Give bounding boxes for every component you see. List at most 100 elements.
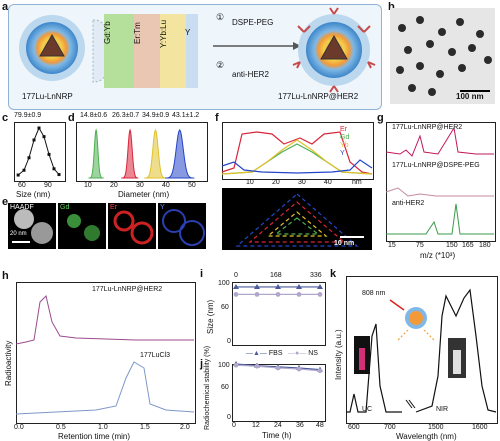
spectrum-dspe (385, 187, 494, 197)
stability-point-ns (317, 368, 323, 374)
panel-label-h: h (2, 270, 9, 282)
size-point-ns (233, 292, 239, 297)
chart-h-xtick: 0.0 (14, 424, 24, 431)
chart-d-xtick: 50 (188, 182, 196, 189)
chart-d-xlabel: Diameter (nm) (118, 190, 170, 199)
chart-j-xtick: 0 (232, 422, 236, 429)
chart-j-xtick: 12 (252, 422, 260, 429)
panel-label-j: j (200, 358, 204, 370)
eds-tile-er: Er (108, 203, 156, 249)
step-one-number: ① (216, 12, 225, 22)
legend-f-yb: Yb (340, 142, 349, 149)
stability-point-ns (254, 363, 260, 369)
region-label-uc: UC (362, 406, 373, 413)
chart-f-xtick: 30 (298, 179, 306, 186)
chart-d-annotation: 43.1±1.2 (172, 112, 200, 119)
chart-h-chromatogram (15, 295, 195, 415)
chart-f-xtick: 20 (272, 179, 280, 186)
radio-trace-lucl3 (15, 361, 195, 415)
chart-c-annotation: 79.9±0.9 (14, 112, 42, 119)
chart-j-xtick: 48 (316, 422, 324, 429)
chart-k-xtick: 600 (348, 424, 360, 431)
scalebar-e (12, 241, 30, 243)
diameter-peak-2 (144, 128, 166, 179)
chart-i-ylabel: Size (nm) (206, 299, 215, 334)
size-point-ns (254, 292, 260, 297)
chart-d-xtick: 40 (162, 182, 170, 189)
spectrum-antiher2 (386, 203, 494, 235)
size-point-fbs (233, 283, 239, 289)
scalebar-e-label: 20 nm (10, 231, 27, 237)
legend-i-ns: ―●― NS (288, 350, 318, 357)
nanoparticle-right (292, 7, 376, 93)
shell-layer-section (92, 14, 198, 88)
panel-label-b: b (388, 1, 395, 13)
stem-image-f: 10 nm (222, 188, 372, 250)
laser-label: 808 nm (362, 290, 386, 297)
shell-label-yybl: Y:Yb:Lu (159, 19, 168, 48)
chart-g-xtick: 180 (479, 242, 491, 249)
profile-er (221, 131, 373, 175)
legend-f-gd: Gd (340, 134, 350, 141)
chart-g-xlabel: m/z (*10³) (420, 251, 456, 260)
stability-point-ns (233, 362, 239, 368)
chart-h-trace-label: 177LuCl3 (140, 352, 170, 359)
scalebar-f-label: 10 nm (334, 240, 355, 247)
size-curve-point (42, 135, 46, 139)
chart-j-ytick: 0 (227, 414, 231, 421)
size-curve-point (57, 173, 61, 177)
chart-k-xlabel: Wavelength (nm) (396, 432, 457, 441)
chart-d-xtick: 30 (136, 182, 144, 189)
chart-h-trace-label: 177Lu-LnNRP@HER2 (92, 286, 163, 293)
tile-label-er: Er (110, 204, 117, 211)
chart-k-xtick: 1500 (428, 424, 444, 431)
chart-c-xtick: 60 (18, 182, 26, 189)
chart-c-xtick: 90 (44, 182, 52, 189)
stability-point-ns (275, 365, 281, 371)
chart-f-lineprofile (221, 131, 373, 175)
diameter-peak-0 (88, 128, 104, 179)
diameter-peak-1 (121, 128, 139, 179)
chart-f-xtick: 40 (324, 179, 332, 186)
chart-h-ylabel: Radioactivity (4, 340, 13, 386)
chart-j-ylabel: Radiochemical stability (%) (204, 345, 211, 430)
chart-j-frame (232, 364, 326, 422)
chart-g-trace-label: anti-HER2 (392, 200, 425, 207)
chart-d-xtick: 20 (110, 182, 118, 189)
chart-g-xtick: 150 (446, 242, 458, 249)
chart-g-trace-label: 177Lu-LnNRP@HER2 (392, 124, 463, 131)
size-curve-point (22, 168, 26, 172)
shell-label-ertm: Er:Tm (133, 22, 142, 44)
shell-label-gdyb: Gd:Yb (103, 21, 112, 44)
chart-i-ytick: 60 (221, 304, 229, 311)
chart-d (88, 128, 195, 179)
chart-d-annotation: 26.3±0.7 (112, 112, 140, 119)
legend-i-fbs-label: FBS (268, 350, 283, 357)
size-curve-point (32, 138, 36, 142)
size-point-ns (317, 292, 323, 297)
scalebar-b-label: 100 nm (456, 92, 484, 101)
chart-k-xtick: 700 (384, 424, 396, 431)
legend-f-er: Er (340, 126, 347, 133)
chart-j-ytick: 100 (218, 362, 230, 369)
chart-h-xtick: 1.0 (98, 424, 108, 431)
chart-g-frame (386, 122, 496, 242)
step-two-label: anti-HER2 (232, 70, 269, 79)
chart-g-xtick: 165 (462, 242, 474, 249)
tem-image: 100 nm (390, 8, 495, 104)
chart-j-xtick: 36 (296, 422, 304, 429)
chart-i-top-xtick: 0 (234, 272, 238, 279)
panel-label-g: g (377, 112, 384, 124)
chart-i-top-xtick: 336 (310, 272, 322, 279)
panel-label-c: c (2, 112, 9, 124)
panel-label-d: d (68, 112, 75, 124)
chart-h-xlabel: Retention time (min) (58, 432, 131, 441)
left-particle-title: 177Lu-LnNRP (22, 92, 73, 101)
tile-label-haadf: HAADF (10, 204, 34, 211)
chart-i-top-xtick: 168 (270, 272, 282, 279)
chart-c (16, 126, 61, 177)
panel-label-f: f (215, 112, 219, 124)
step-two-number: ② (216, 60, 225, 70)
diameter-peak-3 (165, 129, 195, 179)
chart-h-xtick: 0.5 (56, 424, 66, 431)
